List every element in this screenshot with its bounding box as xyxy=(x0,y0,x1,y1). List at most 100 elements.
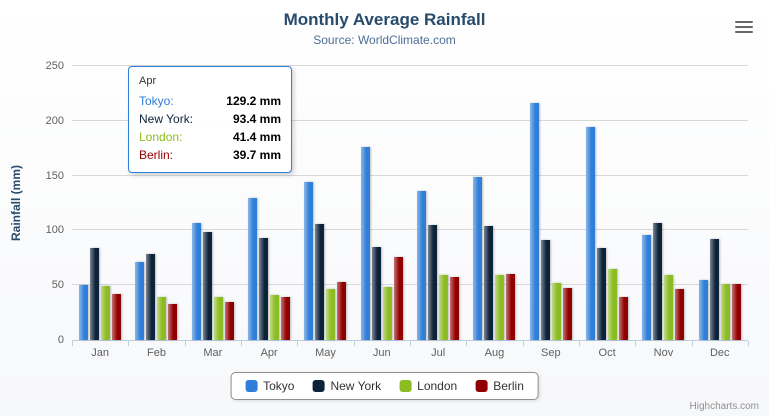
legend-item-tokyo[interactable]: Tokyo xyxy=(245,379,294,393)
hamburger-icon xyxy=(735,21,753,23)
tooltip-value: 41.4 mm xyxy=(232,130,281,144)
x-axis-tick xyxy=(297,341,299,346)
bar-berlin-jul[interactable] xyxy=(450,277,460,340)
tooltip-row: New York: 93.4 mm xyxy=(139,110,281,128)
bar-berlin-jan[interactable] xyxy=(112,293,122,340)
tooltip-rows: Tokyo: 129.2 mm New York: 93.4 mm London: 41.… xyxy=(139,92,281,164)
bar-new-york-jan[interactable] xyxy=(90,248,100,340)
category-group-nov xyxy=(635,66,691,340)
bar-tokyo-mar[interactable] xyxy=(191,223,201,340)
tooltip-header: Apr xyxy=(139,75,157,87)
chart-title: Monthly Average Rainfall xyxy=(283,10,486,29)
legend-label: Berlin xyxy=(493,379,524,393)
bar-tokyo-dec[interactable] xyxy=(698,280,708,340)
tooltip-value: 93.4 mm xyxy=(232,112,281,126)
bar-london-feb[interactable] xyxy=(157,297,167,340)
bar-new-york-feb[interactable] xyxy=(146,253,156,340)
bar-london-aug[interactable] xyxy=(495,274,505,340)
bar-new-york-aug[interactable] xyxy=(484,225,494,340)
legend-swatch-icon xyxy=(475,380,488,392)
legend-item-new-york[interactable]: New York xyxy=(312,379,381,393)
bar-new-york-jun[interactable] xyxy=(371,247,381,340)
y-tick-label: 250 xyxy=(45,60,64,72)
category-group-oct xyxy=(579,66,635,340)
category-group-jun xyxy=(354,66,410,340)
legend-swatch-icon xyxy=(399,380,412,392)
export-menu-button[interactable] xyxy=(733,18,755,36)
bar-london-apr[interactable] xyxy=(270,294,280,340)
chart-subtitle: Source: WorldClimate.com xyxy=(313,33,456,47)
x-axis-tick xyxy=(691,341,693,346)
bar-tokyo-jul[interactable] xyxy=(417,191,427,340)
legend-swatch-icon xyxy=(245,380,258,392)
gridline xyxy=(72,174,748,176)
bar-berlin-dec[interactable] xyxy=(731,284,741,340)
bar-london-oct[interactable] xyxy=(608,268,618,340)
bar-berlin-mar[interactable] xyxy=(224,302,234,340)
bar-new-york-apr[interactable] xyxy=(259,237,269,340)
bar-berlin-apr[interactable] xyxy=(281,296,291,340)
bar-berlin-aug[interactable] xyxy=(506,273,516,340)
category-group-aug xyxy=(466,66,522,340)
bar-tokyo-oct[interactable] xyxy=(586,127,596,340)
bar-new-york-nov[interactable] xyxy=(653,223,663,340)
bar-tokyo-may[interactable] xyxy=(304,182,314,340)
bar-london-jul[interactable] xyxy=(439,275,449,340)
bar-new-york-jul[interactable] xyxy=(428,224,438,340)
x-axis-tick xyxy=(748,341,749,346)
x-tick-label: Mar xyxy=(203,347,223,359)
gridline xyxy=(72,284,748,286)
bar-berlin-sep[interactable] xyxy=(562,287,572,340)
legend-label: London xyxy=(417,379,458,393)
bar-new-york-oct[interactable] xyxy=(597,248,607,340)
bar-london-nov[interactable] xyxy=(664,275,674,340)
bar-london-mar[interactable] xyxy=(213,296,223,340)
bar-london-jan[interactable] xyxy=(101,286,111,340)
bar-london-jun[interactable] xyxy=(382,287,392,340)
bar-tokyo-nov[interactable] xyxy=(642,235,652,340)
bar-tokyo-jan[interactable] xyxy=(79,285,89,340)
bar-london-sep[interactable] xyxy=(551,282,561,340)
x-axis-tick xyxy=(184,341,186,346)
bar-tokyo-feb[interactable] xyxy=(135,261,145,340)
x-tick-label: Dec xyxy=(709,347,730,359)
x-axis-tick xyxy=(635,341,637,346)
y-tick-label: 50 xyxy=(51,279,64,292)
bar-berlin-nov[interactable] xyxy=(675,288,685,340)
plot-area xyxy=(72,65,748,341)
bar-tokyo-aug[interactable] xyxy=(473,177,483,340)
x-axis-tick xyxy=(522,341,524,346)
tooltip-series-label: New York: xyxy=(139,112,194,126)
x-tick-label: Jun xyxy=(372,347,391,359)
category-group-apr xyxy=(241,66,297,340)
bar-new-york-may[interactable] xyxy=(315,223,325,340)
categories xyxy=(72,66,748,340)
legend: Tokyo New York London Berlin xyxy=(230,372,539,400)
bar-tokyo-jun[interactable] xyxy=(360,147,370,340)
bar-berlin-oct[interactable] xyxy=(619,297,629,340)
credits-link[interactable]: Highcharts.com xyxy=(689,401,759,412)
tooltip-row: London: 41.4 mm xyxy=(139,128,281,146)
legend-label: Tokyo xyxy=(263,379,295,393)
x-axis-labels: Jan Feb Mar Apr May Jun Jul Aug Sep Oct Nov Dec xyxy=(72,347,748,359)
bar-berlin-jun[interactable] xyxy=(393,257,403,340)
bar-new-york-sep[interactable] xyxy=(540,240,550,340)
bar-new-york-mar[interactable] xyxy=(202,232,212,340)
bar-tokyo-sep[interactable] xyxy=(529,102,539,340)
x-tick-label: Jul xyxy=(431,347,446,359)
x-axis-tick xyxy=(128,341,130,346)
bar-london-may[interactable] xyxy=(326,288,336,340)
y-tick-label: 150 xyxy=(45,169,64,182)
legend-item-berlin[interactable]: Berlin xyxy=(475,379,524,393)
category-group-mar xyxy=(185,66,241,340)
bar-berlin-feb[interactable] xyxy=(168,303,178,340)
x-tick-label: Sep xyxy=(541,347,561,359)
bar-tokyo-apr[interactable] xyxy=(248,198,258,340)
bar-london-dec[interactable] xyxy=(720,283,730,340)
bar-new-york-dec[interactable] xyxy=(709,238,719,340)
bar-berlin-may[interactable] xyxy=(337,282,347,340)
legend-item-london[interactable]: London xyxy=(399,379,457,393)
x-axis-tick xyxy=(410,341,411,346)
gridline xyxy=(72,65,748,66)
